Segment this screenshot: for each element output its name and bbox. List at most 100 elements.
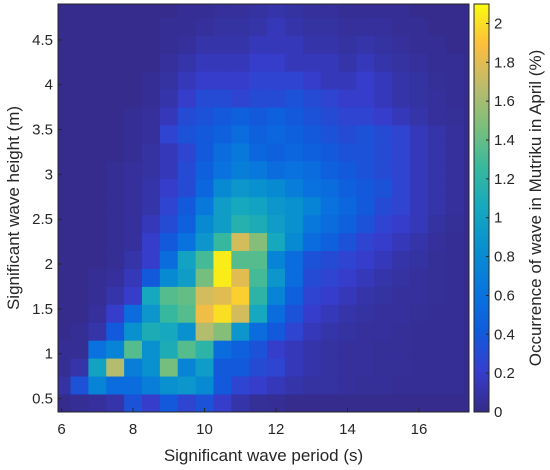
- heatmap-cell: [338, 286, 357, 305]
- heatmap-cell: [284, 178, 304, 198]
- heatmap-cell: [392, 107, 411, 126]
- heatmap-cell: [231, 232, 250, 251]
- heatmap-cell: [410, 268, 429, 287]
- heatmap-cell: [320, 53, 339, 72]
- heatmap-cell: [70, 89, 89, 108]
- heatmap-cell: [392, 358, 411, 377]
- heatmap-cell: [374, 250, 393, 269]
- x-tick-label: 8: [129, 421, 137, 438]
- heatmap-cell: [88, 340, 107, 359]
- heatmap-cell: [58, 286, 71, 305]
- heatmap-cell: [427, 35, 447, 54]
- heatmap-cell: [124, 178, 143, 198]
- heatmap-cell: [284, 125, 304, 144]
- heatmap-cell: [338, 358, 357, 377]
- heatmap-cell: [124, 286, 143, 305]
- heatmap-cell: [392, 304, 411, 323]
- heatmap-cell: [58, 178, 71, 198]
- colorbar-tick-label: 1.4: [494, 132, 515, 149]
- heatmap-cell: [267, 358, 286, 377]
- heatmap-cell: [70, 286, 89, 305]
- heatmap-cell: [141, 214, 161, 234]
- heatmap-cell: [231, 376, 250, 395]
- heatmap-cell: [445, 125, 465, 144]
- heatmap-cell: [356, 322, 375, 341]
- heatmap-cell: [124, 142, 143, 162]
- heatmap-cell: [427, 17, 447, 36]
- heatmap-cell: [267, 17, 286, 36]
- heatmap-cell: [374, 142, 393, 162]
- heatmap-cell: [58, 358, 71, 377]
- heatmap-cell: [159, 17, 179, 36]
- heatmap-cell: [195, 214, 214, 234]
- heatmap-cell: [356, 160, 375, 180]
- heatmap-cell: [141, 394, 161, 413]
- heatmap-cell: [88, 304, 107, 323]
- heatmap-cell: [177, 250, 196, 269]
- heatmap-cell: [106, 178, 125, 198]
- heatmap-cell: [284, 71, 304, 90]
- heatmap-cell: [338, 376, 357, 395]
- heatmap-cell: [70, 322, 89, 341]
- heatmap-cell: [58, 376, 71, 395]
- heatmap-cell: [124, 125, 143, 144]
- heatmap-cell: [445, 178, 465, 198]
- heatmap-cell: [177, 394, 196, 413]
- heatmap-cell: [141, 286, 161, 305]
- y-tick-label: 3.5: [32, 122, 53, 139]
- heatmap-cell: [141, 35, 161, 54]
- heatmap-cell: [445, 4, 465, 18]
- heatmap-cell: [159, 394, 179, 413]
- heatmap-cell: [410, 376, 429, 395]
- heatmap-cell: [124, 89, 143, 108]
- heatmap-cell: [88, 196, 107, 216]
- heatmap-cell: [374, 304, 393, 323]
- heatmap-cell: [410, 196, 429, 216]
- heatmap-cell: [58, 394, 71, 413]
- heatmap-cell: [445, 340, 465, 359]
- heatmap-cell: [249, 268, 268, 287]
- heatmap-cell: [141, 322, 161, 341]
- heatmap-cell: [177, 17, 196, 36]
- colorbar-tick-label: 2: [494, 15, 502, 32]
- heatmap-cell: [392, 322, 411, 341]
- heatmap-cell: [58, 125, 71, 144]
- heatmap-cell: [88, 268, 107, 287]
- heatmap-cell: [124, 35, 143, 54]
- heatmap-cell: [302, 125, 322, 144]
- heatmap-cell: [177, 322, 196, 341]
- heatmap-cell: [141, 53, 161, 72]
- heatmap-cell: [231, 4, 250, 18]
- heatmap-cell: [410, 232, 429, 251]
- heatmap-cell: [141, 71, 161, 90]
- heatmap-cell: [249, 304, 268, 323]
- heatmap-cell: [88, 214, 107, 234]
- heatmap-cell: [267, 71, 286, 90]
- heatmap-cell: [213, 142, 232, 162]
- heatmap-cell: [177, 53, 196, 72]
- heatmap-cell: [159, 89, 179, 108]
- heatmap-cell: [70, 35, 89, 54]
- heatmap-cell: [159, 358, 179, 377]
- heatmap-cell: [410, 4, 429, 18]
- heatmap-cell: [427, 142, 447, 162]
- heatmap-cell: [124, 160, 143, 180]
- heatmap-cell: [410, 53, 429, 72]
- heatmap-cell: [410, 107, 429, 126]
- heatmap-cell: [213, 89, 232, 108]
- heatmap-cell: [213, 304, 232, 323]
- heatmap-cell: [445, 89, 465, 108]
- heatmap-cell: [58, 17, 71, 36]
- y-tick-label: 1: [45, 346, 53, 363]
- heatmap-cell: [249, 17, 268, 36]
- heatmap-cell: [445, 304, 465, 323]
- heatmap-cell: [302, 53, 322, 72]
- heatmap-cell: [338, 214, 357, 234]
- heatmap-cell: [320, 125, 339, 144]
- heatmap-cell: [159, 53, 179, 72]
- heatmap-cell: [231, 322, 250, 341]
- heatmap-cell: [320, 214, 339, 234]
- heatmap-cell: [356, 107, 375, 126]
- heatmap-cell: [106, 142, 125, 162]
- heatmap-cell: [70, 196, 89, 216]
